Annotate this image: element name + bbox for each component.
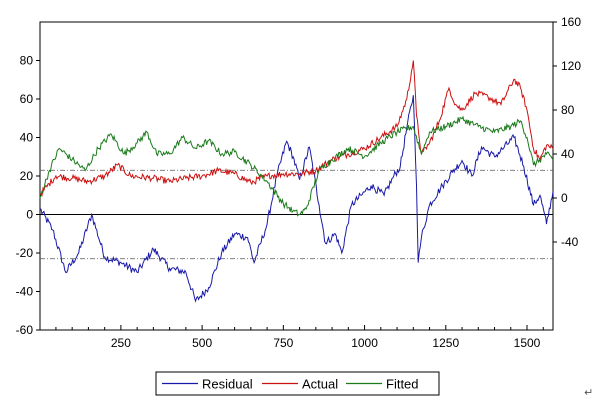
left-tick-label: -40 bbox=[16, 285, 34, 299]
x-tick-label: 1000 bbox=[351, 336, 378, 350]
legend-label-residual: Residual bbox=[202, 377, 253, 392]
series-line-actual bbox=[39, 60, 554, 197]
legend-label-fitted: Fitted bbox=[386, 377, 419, 392]
right-tick-label: 160 bbox=[561, 15, 581, 29]
right-tick-label: 80 bbox=[561, 103, 575, 117]
left-tick-label: -60 bbox=[16, 323, 34, 337]
series-layer bbox=[39, 60, 554, 303]
legend-label-actual: Actual bbox=[302, 377, 338, 392]
x-tick-label: 500 bbox=[192, 336, 212, 350]
left-tick-label: -20 bbox=[16, 246, 34, 260]
left-tick-label: 60 bbox=[20, 92, 34, 106]
right-tick-label: -40 bbox=[561, 235, 579, 249]
x-tick-label: 1250 bbox=[432, 336, 459, 350]
right-tick-label: 0 bbox=[561, 191, 568, 205]
x-axis: 250 500 750 1000 1250 1500 bbox=[55, 325, 544, 350]
return-mark: ↵ bbox=[584, 386, 594, 399]
left-axis: -60 -40 -20 0 20 40 60 80 bbox=[16, 54, 40, 337]
x-tick-label: 1500 bbox=[514, 336, 541, 350]
right-tick-label: 40 bbox=[561, 147, 575, 161]
series-line-residual bbox=[39, 95, 554, 303]
series-line-fitted bbox=[39, 115, 554, 217]
right-tick-label: 120 bbox=[561, 59, 581, 73]
left-tick-label: 20 bbox=[20, 169, 34, 183]
left-tick-label: 0 bbox=[26, 208, 33, 222]
left-tick-label: 40 bbox=[20, 131, 34, 145]
x-tick-label: 250 bbox=[111, 336, 131, 350]
x-tick-label: 750 bbox=[273, 336, 293, 350]
plot-frame bbox=[39, 21, 554, 331]
legend: Residual Actual Fitted bbox=[155, 371, 440, 396]
left-tick-label: 80 bbox=[20, 54, 34, 68]
reference-lines bbox=[40, 169, 553, 260]
right-axis: -40 0 40 80 120 160 bbox=[553, 15, 581, 249]
